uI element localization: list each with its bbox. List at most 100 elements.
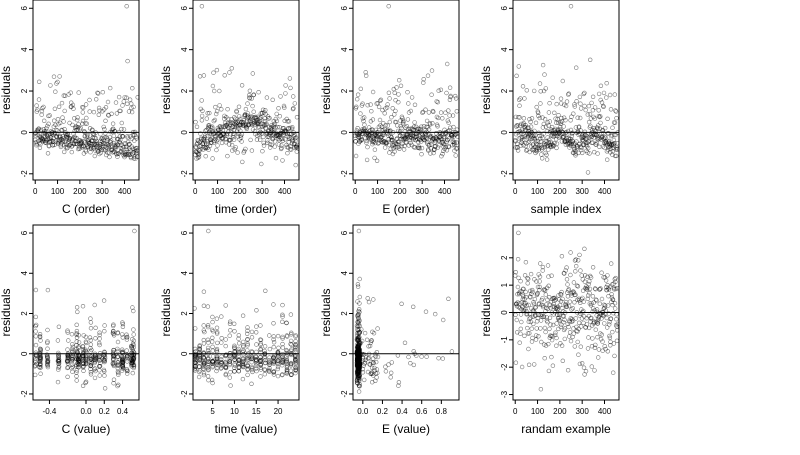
data-point [537, 274, 543, 279]
y-tick-label: 4 [340, 47, 349, 52]
data-point [119, 332, 125, 337]
data-point [611, 143, 616, 148]
data-point [581, 365, 587, 370]
data-point [103, 105, 109, 110]
data-point [197, 346, 203, 352]
data-point [385, 102, 390, 107]
data-point [267, 362, 272, 368]
y-tick-label: 2 [340, 311, 349, 316]
data-point [445, 129, 451, 134]
data-point [133, 149, 139, 154]
data-point [78, 141, 84, 146]
data-point [284, 370, 289, 375]
data-point [56, 104, 62, 110]
data-point [80, 104, 85, 110]
data-point [271, 369, 277, 374]
data-point [399, 125, 404, 131]
data-point [445, 118, 450, 123]
data-point [120, 103, 125, 108]
data-point [364, 337, 370, 342]
data-point [355, 314, 360, 319]
data-point [446, 108, 451, 113]
data-point [574, 139, 579, 144]
data-point [516, 64, 521, 69]
data-point [609, 292, 614, 297]
data-point [521, 116, 527, 121]
data-point [564, 277, 570, 282]
data-point [537, 279, 542, 284]
data-point [129, 352, 135, 357]
data-point [249, 355, 255, 360]
data-point [528, 119, 533, 125]
data-point [258, 341, 263, 346]
data-point [110, 356, 116, 362]
data-point [550, 95, 555, 100]
data-point [587, 151, 592, 156]
data-point [573, 264, 579, 269]
data-point [294, 115, 299, 120]
data-point [581, 299, 586, 304]
data-point [267, 115, 272, 121]
y-tick-label: 2 [500, 255, 509, 260]
data-point [249, 329, 255, 335]
data-point [76, 340, 82, 345]
x-tick-label: 0 [193, 187, 198, 196]
data-point [571, 331, 576, 336]
data-point [80, 105, 86, 110]
data-point [92, 366, 98, 371]
data-point [69, 149, 75, 155]
data-point [289, 330, 294, 335]
data-point [214, 108, 220, 114]
data-point [284, 333, 290, 338]
data-point [411, 362, 416, 368]
data-point [45, 287, 51, 293]
x-tick-label: 0.0 [80, 407, 92, 416]
data-point [559, 322, 564, 327]
data-point [284, 354, 289, 359]
data-point [582, 246, 587, 252]
data-point [203, 145, 208, 151]
data-point [429, 92, 434, 97]
data-point [223, 364, 229, 370]
y-axis-label: residuals [0, 66, 13, 114]
data-point [424, 129, 429, 135]
data-point [92, 302, 97, 308]
data-point [387, 96, 392, 101]
data-point [233, 145, 239, 150]
data-point [559, 115, 564, 121]
data-point [356, 389, 362, 394]
data-point [573, 153, 578, 158]
data-point [110, 329, 116, 334]
data-point [233, 116, 238, 121]
data-point [357, 340, 362, 346]
data-point [370, 127, 375, 133]
data-point [293, 358, 298, 363]
data-point [249, 381, 254, 386]
data-point [360, 101, 365, 106]
data-point [205, 345, 211, 351]
data-point [245, 328, 250, 333]
data-point [281, 103, 287, 109]
data-point [204, 141, 209, 146]
data-point [525, 325, 530, 331]
data-point [134, 134, 139, 139]
data-point [41, 104, 46, 110]
data-point [196, 154, 202, 160]
data-point [201, 350, 206, 355]
data-point [527, 288, 533, 294]
data-point [83, 380, 88, 385]
data-point [544, 152, 549, 158]
data-point [396, 99, 401, 105]
y-tick-label: -2 [20, 170, 29, 178]
data-point [83, 354, 89, 359]
data-point [529, 287, 535, 293]
data-point [78, 125, 84, 131]
data-point [115, 366, 121, 371]
data-point [548, 322, 553, 327]
data-point [389, 137, 395, 143]
data-point [595, 126, 600, 131]
data-point [201, 359, 207, 364]
data-point [272, 127, 277, 133]
data-point [594, 307, 600, 312]
data-point [537, 287, 542, 293]
